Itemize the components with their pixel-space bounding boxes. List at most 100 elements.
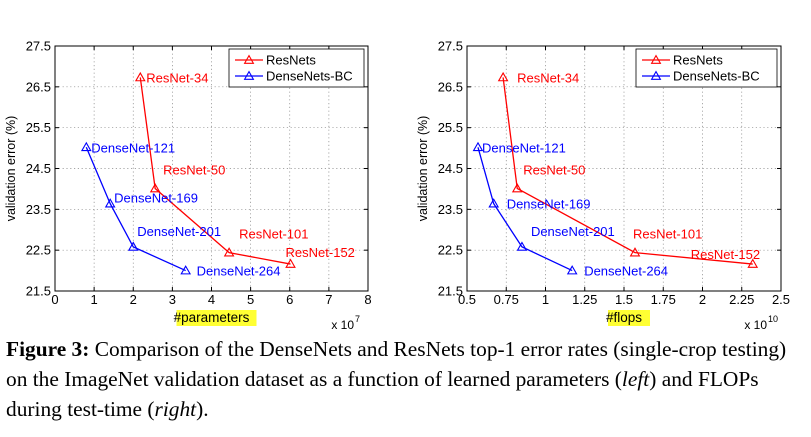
x-tick-label: 0 xyxy=(51,292,58,307)
data-label: ResNet-101 xyxy=(633,227,702,242)
y-tick-label: 24.5 xyxy=(26,161,51,176)
data-label: DenseNet-264 xyxy=(584,264,668,279)
data-label: ResNet-50 xyxy=(523,163,585,178)
x-axis-label-highlighted-text: parameters xyxy=(181,310,250,325)
data-label: DenseNet-169 xyxy=(114,191,198,206)
y-axis-label: validation error (%) xyxy=(4,116,18,222)
caption-left: left xyxy=(621,367,650,391)
data-point-marker xyxy=(127,241,139,251)
figure-charts: 0 1 2 3 4 5 6 7 821.522.523.524.525.526.527.5val… xyxy=(4,39,790,333)
series-line-resnets xyxy=(502,77,753,265)
x-tick-label: 2 xyxy=(699,292,706,307)
x-tick-label: 6 xyxy=(286,292,293,307)
data-point-marker xyxy=(149,182,161,193)
x-tick-label: 7 xyxy=(325,292,332,307)
x-tick-label: 2.5 xyxy=(772,292,790,307)
figure-caption: Figure 3: Comparison of the DenseNets an… xyxy=(6,334,806,424)
x-axis-multiplier-base: x 10 xyxy=(744,318,767,332)
data-label: DenseNet-201 xyxy=(531,224,615,239)
data-label: DenseNet-264 xyxy=(197,264,281,279)
data-point-marker xyxy=(223,247,235,257)
data-point-marker xyxy=(80,141,92,152)
x-tick-label: 1.75 xyxy=(651,292,676,307)
data-point-marker xyxy=(488,198,500,208)
data-point-marker xyxy=(497,71,509,82)
y-axis-label: validation error (%) xyxy=(416,116,430,222)
x-axis-label-highlight xyxy=(608,310,650,326)
caption-text-1: Comparison of the DenseNets and ResNets … xyxy=(6,337,787,391)
series-line-densenets-bc xyxy=(477,147,573,272)
legend-marker xyxy=(650,70,662,80)
data-label: ResNet-152 xyxy=(691,247,760,262)
x-tick-label: 8 xyxy=(364,292,371,307)
x-axis-label-prefix: # xyxy=(606,310,614,325)
data-label: ResNet-34 xyxy=(146,70,208,85)
x-axis-label-highlighted-text: flops xyxy=(613,310,642,325)
caption-text-2: ) and FLOPs during test-time ( xyxy=(6,367,759,421)
data-label: DenseNet-169 xyxy=(507,197,591,212)
data-label: ResNet-152 xyxy=(286,245,355,260)
x-axis-multiplier-exponent: 7 xyxy=(355,314,360,324)
data-label: DenseNet-121 xyxy=(91,140,175,155)
x-axis-multiplier-exponent: 10 xyxy=(768,314,778,324)
caption-text-3: ). xyxy=(196,397,209,421)
data-label: DenseNet-121 xyxy=(482,140,566,155)
y-tick-label: 21.5 xyxy=(438,284,463,299)
data-point-marker xyxy=(472,141,484,152)
data-point-marker xyxy=(629,247,641,257)
x-tick-label: 0.5 xyxy=(458,292,476,307)
x-tick-label: 2.25 xyxy=(729,292,754,307)
series-line-densenets-bc xyxy=(85,147,186,272)
legend-box xyxy=(228,48,365,88)
legend-entry: DenseNets-BC xyxy=(673,69,760,84)
legend-entry: ResNets xyxy=(673,53,723,68)
y-tick-label: 25.5 xyxy=(26,120,51,135)
y-tick-label: 21.5 xyxy=(26,284,51,299)
caption-right: right xyxy=(154,397,197,421)
x-axis-label-prefix: # xyxy=(174,310,182,325)
x-axis-label: #parameters xyxy=(174,310,250,325)
data-label: ResNet-34 xyxy=(517,70,579,85)
data-point-marker xyxy=(285,258,296,268)
x-tick-label: 1 xyxy=(91,292,98,307)
data-point-marker xyxy=(180,265,192,275)
legend-marker xyxy=(650,54,662,64)
y-tick-label: 24.5 xyxy=(438,161,463,176)
x-axis-label: #flops xyxy=(606,310,642,325)
legend-entry: ResNets xyxy=(266,53,316,68)
y-tick-label: 26.5 xyxy=(438,79,463,94)
series-line-resnets xyxy=(139,77,291,265)
legend-entry: DenseNets-BC xyxy=(266,69,353,84)
x-axis-multiplier: x 10 xyxy=(331,318,354,332)
caption-label: Figure 3: xyxy=(6,337,90,361)
x-axis-multiplier-base: x 10 xyxy=(331,318,354,332)
x-tick-label: 1.5 xyxy=(615,292,633,307)
data-point-marker xyxy=(747,258,759,268)
data-label: DenseNet-201 xyxy=(137,224,221,239)
y-tick-label: 25.5 xyxy=(438,120,463,135)
data-label: ResNet-101 xyxy=(239,227,308,242)
y-tick-label: 23.5 xyxy=(26,202,51,217)
x-axis-multiplier: x 10 xyxy=(744,318,767,332)
y-tick-label: 22.5 xyxy=(438,243,463,258)
x-tick-label: 3 xyxy=(169,292,176,307)
legend-marker xyxy=(243,70,255,80)
x-tick-label: 1 xyxy=(542,292,549,307)
x-axis-label-highlight xyxy=(176,310,257,326)
y-tick-label: 27.5 xyxy=(438,39,463,54)
y-tick-label: 22.5 xyxy=(26,243,51,258)
x-tick-label: 2 xyxy=(130,292,137,307)
x-tick-label: 4 xyxy=(208,292,215,307)
data-point-marker xyxy=(104,198,116,208)
x-tick-label: 0.75 xyxy=(494,292,519,307)
y-tick-label: 27.5 xyxy=(26,39,51,54)
data-point-marker xyxy=(566,265,578,275)
y-tick-label: 23.5 xyxy=(438,202,463,217)
x-tick-label: 1.25 xyxy=(572,292,597,307)
legend-marker xyxy=(243,54,255,64)
legend-box xyxy=(635,48,778,88)
data-label: ResNet-50 xyxy=(163,163,225,178)
data-point-marker xyxy=(511,182,523,193)
data-point-marker xyxy=(516,241,528,251)
x-tick-label: 5 xyxy=(247,292,254,307)
